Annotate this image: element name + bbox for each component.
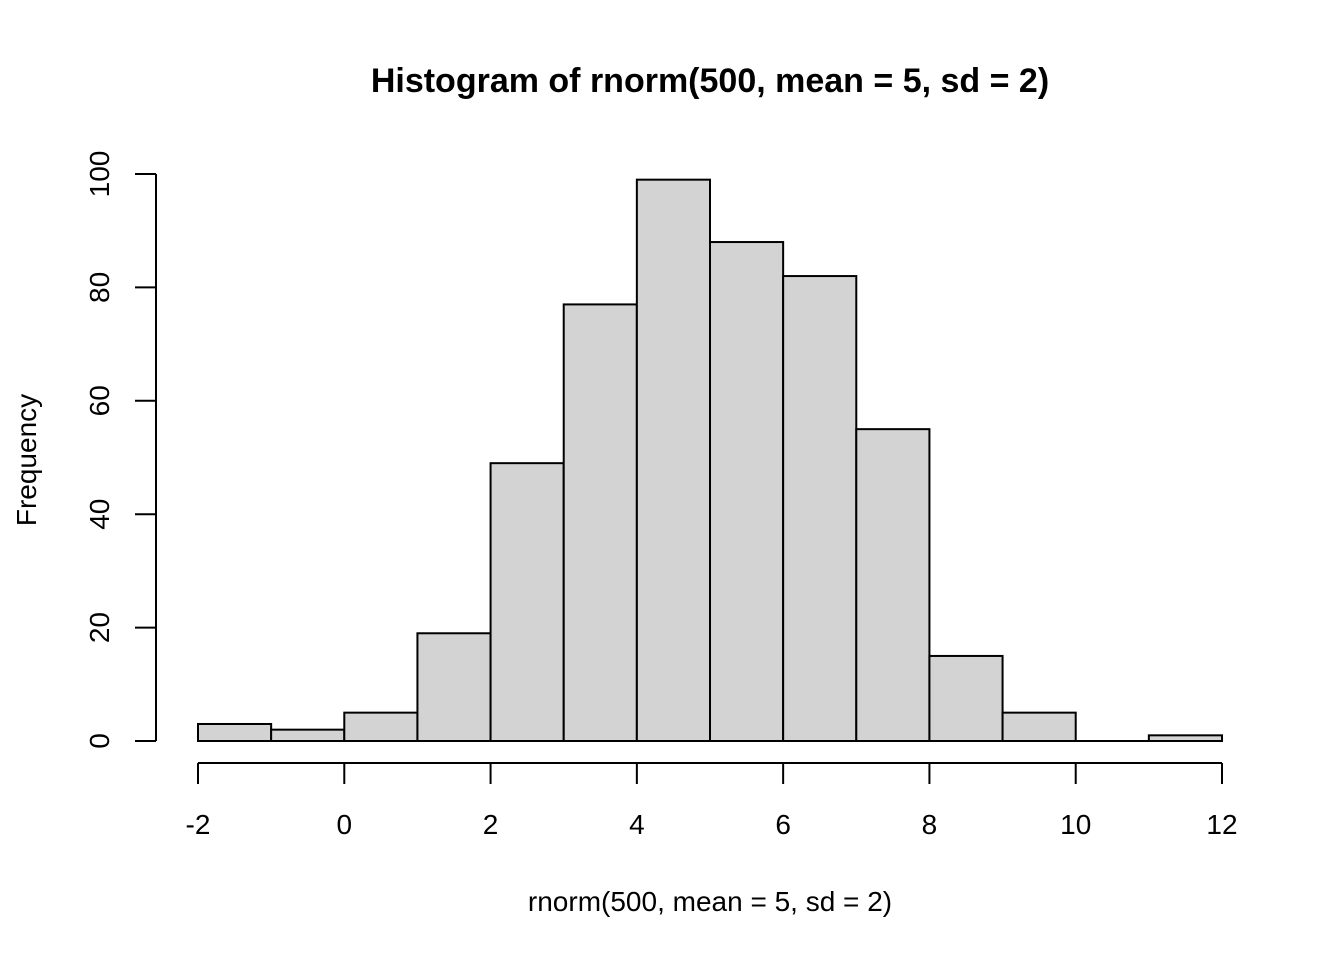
y-tick-label: 20 [84, 612, 115, 643]
chart-title: Histogram of rnorm(500, mean = 5, sd = 2… [371, 62, 1049, 100]
x-tick-label: 6 [775, 809, 791, 840]
histogram-bar [709, 241, 785, 742]
y-tick-label: 100 [84, 151, 115, 198]
histogram-bar [489, 462, 565, 742]
x-axis: -2 0 2 4 6 8 10 12 [186, 762, 1238, 840]
y-tick-label: 60 [84, 385, 115, 416]
histogram-bar [635, 178, 711, 743]
histogram-bar [270, 728, 346, 742]
histogram-bar [562, 303, 638, 742]
y-tick-label: 40 [84, 499, 115, 530]
histogram-bar [197, 722, 273, 742]
y-axis-label: Frequency [11, 394, 42, 526]
x-axis-label: rnorm(500, mean = 5, sd = 2) [528, 886, 892, 917]
histogram-bar [1001, 711, 1077, 743]
x-tick-label: 8 [922, 809, 938, 840]
bars-group [197, 178, 1224, 743]
x-tick-label: 12 [1206, 809, 1237, 840]
histogram-bar [1147, 734, 1224, 743]
histogram-bar [343, 711, 419, 743]
histogram-bar [928, 654, 1004, 743]
histogram-bar [855, 428, 931, 742]
y-axis: 0 20 40 60 80 100 [84, 151, 157, 749]
x-tick-label: 0 [336, 809, 352, 840]
x-tick-label: 2 [483, 809, 499, 840]
x-tick-label: 10 [1060, 809, 1091, 840]
y-tick-label: 80 [84, 272, 115, 303]
y-tick-label: 0 [84, 733, 115, 749]
histogram-bar [782, 275, 858, 742]
x-tick-label: 4 [629, 809, 645, 840]
x-tick-label: -2 [186, 809, 211, 840]
histogram-bar [416, 632, 492, 743]
